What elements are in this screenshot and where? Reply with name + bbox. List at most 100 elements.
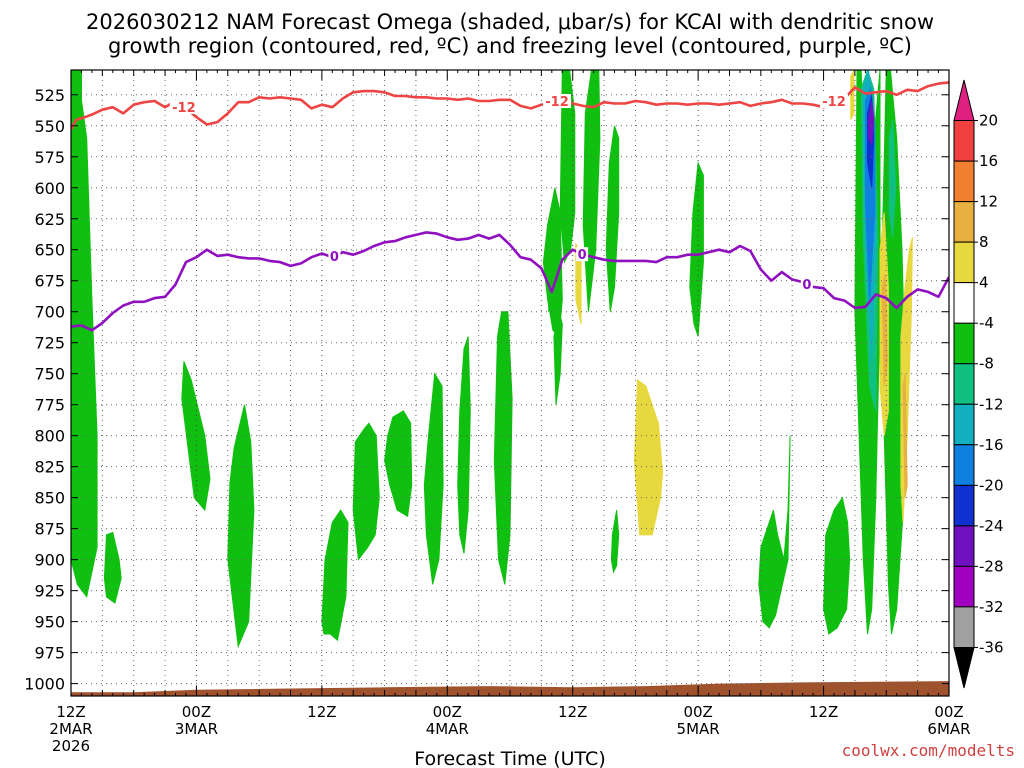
colorbar-label: -12 (979, 395, 1004, 413)
colorbar-swatch (953, 606, 975, 648)
contour-label: -12 (822, 95, 846, 110)
x-tick-label: 00Z (934, 703, 963, 721)
y-tick-label: 875 (34, 520, 65, 539)
colorbar-swatch (953, 201, 975, 243)
y-tick-label: 825 (34, 458, 65, 477)
x-tick-label: 12Z (809, 703, 838, 721)
y-tick-label: 850 (34, 489, 65, 508)
y-tick-label: 675 (34, 272, 65, 291)
colorbar-swatch (953, 525, 975, 567)
colorbar-swatch (953, 160, 975, 203)
colorbar-swatch (953, 444, 975, 486)
contour-label: 0 (578, 248, 587, 263)
colorbar-swatch (953, 403, 975, 446)
y-tick-label: 600 (34, 179, 65, 198)
contour-label: -12 (545, 95, 569, 110)
y-tick-label: 975 (34, 644, 65, 663)
x-tick-label: 12Z (56, 703, 85, 721)
omega-shaded-area-8 (384, 410, 413, 518)
chart-title-line-2: growth region (contoured, red, ºC) and f… (108, 34, 912, 58)
omega-shaded-area-3 (103, 531, 122, 604)
y-tick-label: 800 (34, 427, 65, 446)
contour-label-background (543, 93, 572, 108)
omega-shaded-area-35 (881, 274, 888, 387)
x-tick-label: 12Z (307, 703, 336, 721)
x-tick-label: 3MAR (175, 720, 218, 738)
x-tick-label: 12Z (558, 703, 587, 721)
omega-shaded-area-28 (868, 100, 875, 147)
y-tick-label: 750 (34, 365, 65, 384)
contour-label-background (576, 247, 589, 262)
x-tick-label: 00Z (182, 703, 211, 721)
omega-shaded-area-7 (352, 422, 380, 561)
colorbar-swatch (953, 484, 975, 527)
colorbar-swatch (953, 322, 975, 365)
y-tick-label: 575 (34, 148, 65, 167)
colorbar: 20 16 12 8 4 -4 -8 -12 -16 -20 -24 -28 -32 -36 (953, 79, 1004, 689)
colorbar-label: 4 (979, 274, 989, 292)
omega-shaded-area-9 (423, 372, 444, 585)
colorbar-label: 8 (979, 233, 989, 251)
colorbar-label: -36 (979, 638, 1004, 656)
x-tick-label: 00Z (433, 703, 462, 721)
contour-label-background (169, 99, 198, 114)
contour-label: -12 (172, 101, 196, 116)
omega-shaded-area-15 (559, 70, 576, 264)
colorbar-label: -8 (979, 355, 994, 373)
omega-shaded-area-13 (548, 242, 557, 312)
y-tick-label: 950 (34, 613, 65, 632)
omega-shaded-area-19 (610, 510, 620, 574)
contour-label-background (800, 276, 813, 291)
y-tick-label: 925 (34, 582, 65, 601)
colorbar-label: -32 (979, 598, 1004, 616)
x-tick-label: 00Z (683, 703, 712, 721)
omega-shaded-area-32 (850, 70, 855, 120)
x-tick-label: 6MAR (927, 720, 970, 738)
y-tick-label: 1000 (24, 675, 65, 694)
colorbar-swatch (953, 646, 975, 689)
contour-label: 0 (330, 250, 339, 265)
contour-label-background (820, 93, 849, 108)
colorbar-swatch (953, 79, 975, 122)
x-axis-label: Forecast Time (UTC) (414, 748, 605, 768)
colorbar-label: 12 (979, 193, 998, 211)
y-tick-label: 550 (34, 117, 65, 136)
omega-shaded-area-21 (823, 496, 851, 635)
y-tick-label: 700 (34, 303, 65, 322)
x-tick-label: 2MAR (49, 720, 92, 738)
colorbar-label: 16 (979, 152, 998, 170)
y-tick-label: 900 (34, 551, 65, 570)
omega-shading-layer (71, 70, 949, 696)
credit-text: coolwx.com/modelts (842, 741, 1015, 760)
y-tick-label: 775 (34, 396, 65, 415)
x-tick-label: 5MAR (677, 720, 720, 738)
colorbar-label: -20 (979, 476, 1004, 494)
omega-shaded-area-10 (457, 336, 471, 554)
y-tick-label: 650 (34, 241, 65, 260)
omega-shaded-area-30 (633, 378, 664, 536)
x-tick-label: 4MAR (426, 720, 469, 738)
colorbar-swatch (953, 120, 975, 162)
colorbar-label: -28 (979, 557, 1004, 575)
omega-shaded-area-2 (81, 429, 88, 486)
colorbar-label: -4 (979, 314, 994, 332)
colorbar-swatch (953, 565, 975, 608)
omega-shaded-area-5 (227, 404, 255, 649)
colorbar-label: -16 (979, 436, 1004, 454)
colorbar-label: -24 (979, 517, 1004, 535)
omega-shaded-area-20 (758, 435, 791, 629)
contour-layer: -12 -12 -12 0 0 0 (71, 81, 949, 332)
contour-label: 0 (802, 278, 811, 293)
colorbar-swatch (953, 282, 975, 324)
omega-shaded-area-1 (74, 70, 82, 133)
y-tick-label: 525 (34, 86, 65, 105)
contour-label-background (328, 249, 341, 264)
dgz-minus12-contour (71, 81, 949, 131)
omega-shaded-area-11 (493, 311, 513, 585)
pressure-axis: 525 550 575 600 625 650 675 700 725 750 775 800 825 8… (24, 86, 949, 694)
colorbar-swatch (953, 363, 975, 405)
colorbar-swatch (953, 241, 975, 284)
y-tick-label: 725 (34, 334, 65, 353)
colorbar-label: 20 (979, 112, 998, 130)
